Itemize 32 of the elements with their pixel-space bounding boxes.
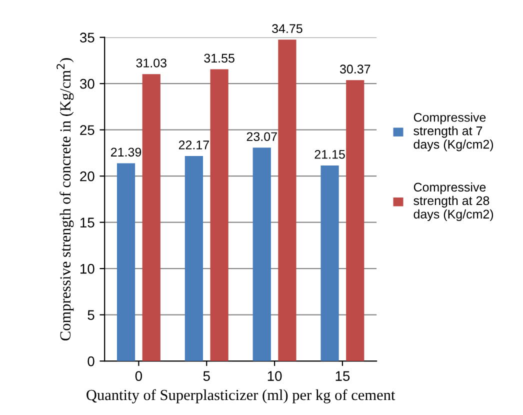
y-tick-label: 5 [88,310,94,320]
y-tick-label: 15 [80,218,94,228]
data-label: 30.37 [340,64,370,74]
legend-label: Compressive strength at 28 days (Kg/cm2) [414,182,494,222]
y-tick-label: 25 [80,125,94,136]
data-label: 31.55 [204,54,234,63]
data-label: 22.17 [178,140,209,150]
data-label: 21.15 [314,150,345,159]
y-tick-label: 30 [80,78,94,89]
bar [346,80,364,362]
y-tick-label: 10 [80,264,94,274]
data-label: 21.39 [111,148,142,157]
bar [252,148,271,362]
legend-label: Compressive strength at 7 days (Kg/cm2) [414,112,494,152]
x-tick-label: 15 [336,371,350,381]
y-tick-label: 35 [80,32,94,43]
bar [210,69,228,362]
bar [142,74,160,362]
data-label: 34.75 [272,24,302,34]
data-label: 23.07 [246,132,277,142]
data-label: 31.03 [136,58,166,68]
y-tick-label: 20 [80,171,94,182]
bar [278,40,296,362]
x-tick-label: 0 [135,371,142,381]
y-tick-label: 0 [88,356,94,366]
x-tick-label: 10 [268,371,282,381]
bar [184,156,203,362]
bar [116,163,136,362]
y-axis-title: Compressive strength of concrete in (Kg/cm$^{2}$) [56,58,74,340]
bar [320,165,339,362]
x-axis-title: Quantity of Superplasticizer (ml) per kg of cement [86,389,396,404]
x-tick-label: 5 [203,371,210,381]
